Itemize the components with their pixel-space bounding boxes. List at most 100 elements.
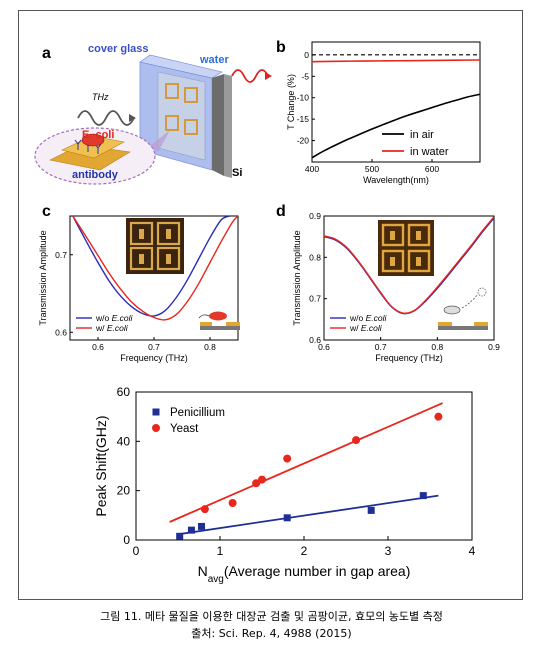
e-xtick-label: 2 — [301, 544, 308, 558]
panel-a: a THz cover glass water Si — [34, 43, 272, 185]
e-ytick-label: 20 — [117, 484, 131, 498]
e-point-0 — [187, 526, 195, 534]
label-cover-glass: cover glass — [88, 43, 149, 55]
e-xlabel: Navg(Average number in gap area) — [198, 563, 411, 585]
e-xtick-label: 4 — [469, 544, 476, 558]
b-ytick-label: -20 — [297, 136, 310, 146]
d-legend-prefix-0: w/o — [349, 313, 366, 323]
e-plot-area — [169, 402, 443, 540]
e-ytick-label: 60 — [117, 385, 131, 399]
e-legend-marker-0 — [152, 408, 160, 416]
label-ecoli: E. coli — [82, 129, 114, 141]
e-ytick-label: 40 — [117, 434, 131, 448]
c-series-line-1 — [72, 216, 238, 321]
d-legend-label-1: w/ E.coli — [349, 323, 383, 333]
thz-arrowhead — [129, 114, 136, 122]
c-ylabel: Transmission Amplitude — [38, 230, 48, 325]
thz-incident-wave — [77, 110, 135, 126]
panel-a-letter: a — [42, 45, 51, 62]
cover-glass-edge — [139, 54, 223, 79]
c-legend-prefix-0: w/o — [95, 313, 112, 323]
d-ytick-label: 0.8 — [309, 252, 321, 262]
b-xtick-label: 600 — [425, 164, 439, 174]
metamaterial-resonators — [165, 83, 198, 135]
d-plot-frame — [323, 215, 495, 341]
b-ytick-label: -10 — [297, 93, 310, 103]
d-legend-prefix-1: w/ — [349, 323, 361, 333]
panel-d-letter: d — [276, 203, 286, 220]
e-point-0 — [367, 506, 375, 514]
figure-caption: 그림 11. 메타 물질을 이용한 대장균 검출 및 곰팡이균, 효모의 농도별… — [0, 608, 543, 642]
d-plot-area — [324, 216, 494, 315]
e-fit-line-1 — [169, 402, 443, 523]
c-plot-area — [72, 216, 238, 321]
e-legend-label-0: Penicillium — [170, 407, 225, 419]
c-legend-label-1: w/ E.coli — [95, 323, 129, 333]
thz-transmitted-wave — [231, 69, 269, 83]
c-legend-prefix-1: w/ — [95, 323, 107, 333]
e-xlabel-main: N — [198, 563, 208, 579]
d-xlabel: Frequency (THz) — [375, 353, 443, 363]
c-ytick-label: 0.7 — [55, 250, 67, 260]
transmitted-arrowhead — [265, 72, 272, 80]
label-thz: THz — [92, 92, 109, 102]
ecoli-on-strip-icon — [198, 311, 240, 330]
metamaterial-layer — [157, 71, 206, 161]
bacterium-detached-icon — [438, 287, 488, 330]
e-point-1 — [258, 475, 266, 484]
d-xtick-label: 0.9 — [488, 342, 500, 352]
d-xtick-label: 0.7 — [375, 342, 387, 352]
c-legend-label-0: w/o E.coli — [95, 313, 133, 323]
b-series-line-0 — [312, 93, 480, 159]
b-plot-frame — [311, 41, 481, 163]
panel-d: d 0.6 0.7 0.8 0.9 0.6 0.7 0.8 0.9 Frequency (THz… — [276, 203, 500, 363]
panel-b: b 400 500 600 0 -5 -10 -15 -20 Wavelength(nm) T C… — [276, 39, 481, 185]
e-point-0 — [176, 532, 184, 540]
e-point-1 — [283, 454, 292, 463]
d-ytick-label: 0.7 — [309, 294, 321, 304]
c-legend-organism-0: E.coli — [112, 313, 134, 323]
label-antibody: antibody — [72, 169, 119, 181]
b-legend-label-1: in water — [410, 146, 449, 158]
c-xtick-label: 0.7 — [148, 342, 160, 352]
b-ytick-label: -5 — [301, 71, 309, 81]
b-ylabel: T Change (%) — [286, 74, 296, 130]
c-legend-organism-1: E.coli — [107, 323, 129, 333]
e-ylabel: Peak Shift(GHz) — [93, 415, 109, 516]
d-ylabel: Transmission Amplitude — [292, 230, 302, 325]
d-ytick-label: 0.6 — [309, 335, 321, 345]
e-point-1 — [352, 436, 361, 445]
d-legend-organism-0: E.coli — [366, 313, 388, 323]
b-series-line-1 — [312, 59, 480, 63]
b-ytick-label: -15 — [297, 114, 310, 124]
e-point-1 — [228, 499, 237, 507]
caption-line-2: 출처: Sci. Rep. 4, 4988 (2015) — [191, 627, 352, 640]
e-xlabel-rest: (Average number in gap area) — [224, 563, 411, 579]
d-series-line-1 — [324, 216, 494, 314]
figure-frame — [18, 10, 523, 600]
sem-inset-c — [126, 218, 184, 274]
e-point-0 — [419, 492, 427, 500]
e-point-0 — [198, 522, 206, 530]
d-xtick-label: 0.8 — [431, 342, 443, 352]
e-point-1 — [200, 505, 209, 514]
e-legend-label-1: Yeast — [170, 423, 199, 435]
b-legend-label-0: in air — [410, 129, 434, 141]
e-xtick-label: 1 — [217, 544, 224, 558]
ecoli-cell — [81, 133, 105, 147]
c-series-line-0 — [72, 216, 230, 317]
e-fit-line-0 — [177, 494, 439, 536]
b-xtick-label: 500 — [365, 164, 379, 174]
c-ytick-label: 0.6 — [55, 327, 67, 337]
b-xlabel: Wavelength(nm) — [363, 175, 429, 185]
label-si: Si — [232, 167, 242, 179]
d-legend-organism-1: E.coli — [361, 323, 383, 333]
e-legend-marker-1 — [152, 424, 160, 432]
e-point-1 — [434, 412, 443, 421]
c-xtick-label: 0.6 — [92, 342, 104, 352]
c-xlabel: Frequency (THz) — [120, 353, 188, 363]
caption-line-1: 그림 11. 메타 물질을 이용한 대장균 검출 및 곰팡이균, 효모의 농도별… — [100, 610, 443, 623]
